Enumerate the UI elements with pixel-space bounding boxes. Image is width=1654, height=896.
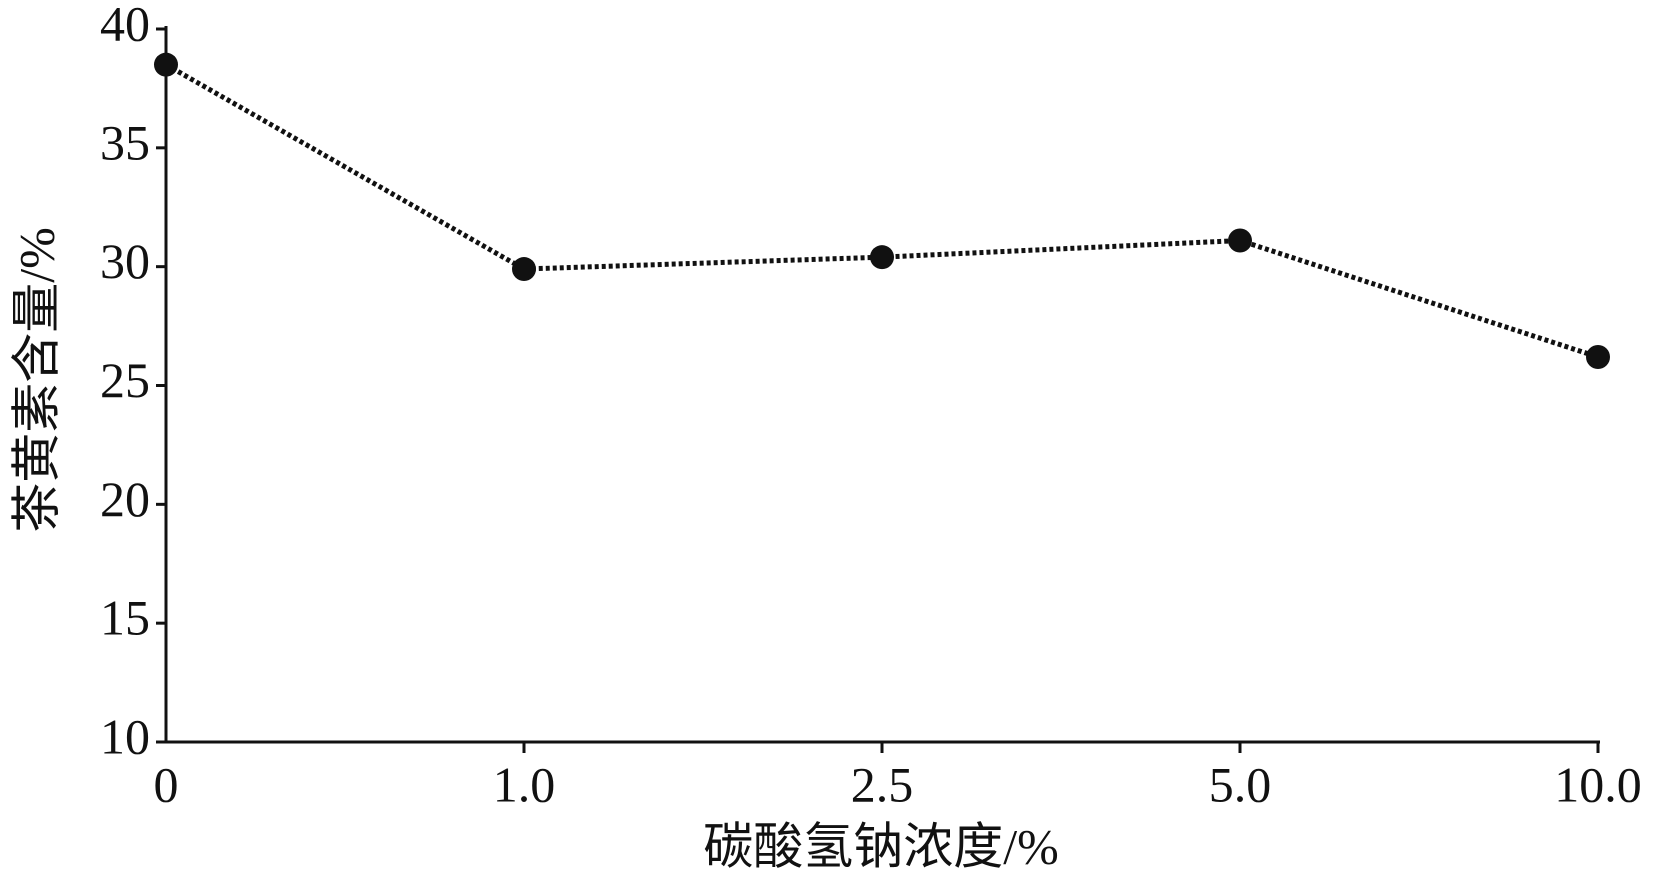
- x-tick-label: 5.0: [1209, 756, 1272, 812]
- y-tick-label: 20: [100, 471, 150, 527]
- x-axis-label: 碳酸氢钠浓度/%: [703, 818, 1059, 874]
- y-tick-label: 30: [100, 233, 150, 289]
- y-tick-label: 35: [100, 114, 150, 170]
- x-tick-label: 2.5: [851, 756, 914, 812]
- y-tick-label: 40: [100, 0, 150, 51]
- data-point: [154, 52, 178, 77]
- data-point: [512, 257, 536, 282]
- data-point: [870, 245, 894, 270]
- x-tick-label: 10.0: [1554, 756, 1642, 812]
- data-line: [164, 62, 1599, 360]
- y-tick-label: 10: [100, 708, 150, 764]
- y-tick-label: 15: [100, 590, 150, 646]
- x-tick-label: 0: [154, 756, 179, 812]
- data-point: [1586, 344, 1610, 369]
- y-tick-label: 25: [100, 352, 150, 408]
- data-point: [1228, 228, 1252, 253]
- x-tick-label: 1.0: [493, 756, 556, 812]
- y-axis-label: 茶黄素含量/%: [8, 227, 64, 533]
